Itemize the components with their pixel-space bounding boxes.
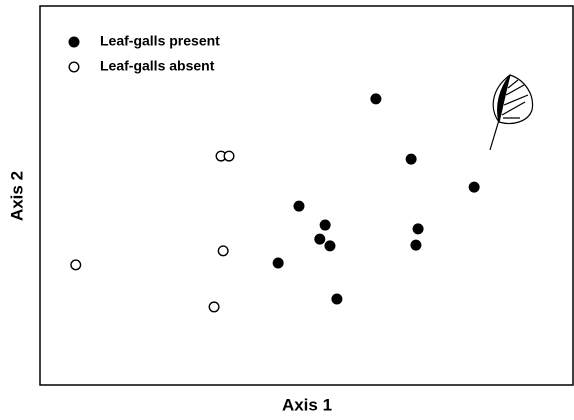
scatter-point	[223, 150, 235, 162]
scatter-point	[324, 240, 336, 252]
x-axis-label: Axis 1	[282, 395, 332, 414]
scatter-point	[217, 245, 229, 257]
scatter-point	[319, 219, 331, 231]
scatter-point	[410, 239, 422, 251]
scatter-point	[293, 200, 305, 212]
scatter-point	[331, 293, 343, 305]
legend-label: Leaf-galls present	[100, 33, 220, 49]
leaf-icon	[489, 74, 534, 151]
y-axis-label: Axis 2	[7, 171, 26, 221]
scatter-point	[412, 223, 424, 235]
legend-marker	[68, 61, 80, 73]
scatter-point	[405, 153, 417, 165]
scatter-point	[314, 233, 326, 245]
scatter-point	[272, 257, 284, 269]
legend-marker	[68, 36, 80, 48]
scatter-point	[208, 301, 220, 313]
scatter-point	[468, 181, 480, 193]
scatter-point	[70, 259, 82, 271]
plot-frame	[39, 5, 574, 386]
legend-label: Leaf-galls absent	[100, 58, 215, 74]
scatter-point	[370, 93, 382, 105]
